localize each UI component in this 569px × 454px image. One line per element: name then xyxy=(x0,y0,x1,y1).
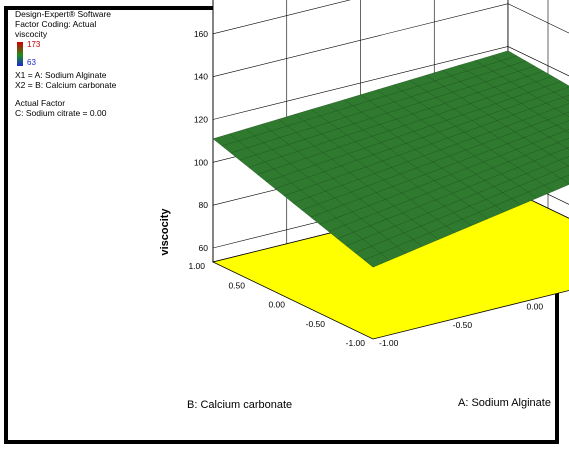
y-axis-title: B: Calcium carbonate xyxy=(187,399,292,411)
axis-ticks: 6080100120140160180-1.00-0.500.000.501.0… xyxy=(188,29,544,348)
x-axis-title: A: Sodium Alginate xyxy=(458,397,551,409)
wall-grid-line xyxy=(212,46,569,120)
z-axis-title: viscocity xyxy=(159,208,171,256)
chart-info-panel: Design-Expert® Software Factor Coding: A… xyxy=(15,9,116,118)
z-tick-label: 160 xyxy=(194,29,208,39)
z-tick-label: 120 xyxy=(194,115,208,125)
z-tick-label: 60 xyxy=(199,243,209,253)
response-label: viscocity xyxy=(15,29,48,39)
factor-coding-label: Factor Coding: Actual xyxy=(15,19,97,29)
y-tick-label: 0.50 xyxy=(228,280,245,290)
x1-factor-label: X1 = A: Sodium Alginate xyxy=(15,70,107,80)
surface-cell xyxy=(363,252,390,268)
z-tick-label: 80 xyxy=(199,200,209,210)
y-tick-label: -0.50 xyxy=(306,319,326,329)
x-tick-label: -1.00 xyxy=(379,338,399,348)
wall-grid-line xyxy=(212,0,351,35)
x-tick-label: -0.50 xyxy=(453,320,473,330)
wall-grid-line xyxy=(212,3,569,77)
actual-factor-title: Actual Factor xyxy=(15,98,66,108)
legend-min-value: 63 xyxy=(27,58,36,67)
legend-max-value: 173 xyxy=(27,40,41,49)
y-tick-label: 0.00 xyxy=(268,300,285,310)
software-label: Design-Expert® Software xyxy=(15,9,112,19)
x-tick-label: 0.00 xyxy=(527,302,544,312)
response-surface xyxy=(212,50,569,268)
y-tick-label: -1.00 xyxy=(346,338,366,348)
color-scale-bar xyxy=(17,42,23,66)
x2-factor-label: X2 = B: Calcium carbonate xyxy=(15,80,117,90)
surface-cell xyxy=(566,147,569,150)
actual-factor-value: C: Sodium citrate = 0.00 xyxy=(15,108,107,118)
color-legend: 173 63 xyxy=(15,40,116,68)
z-tick-label: 100 xyxy=(194,157,208,167)
z-tick-label: 140 xyxy=(194,72,208,82)
y-tick-label: 1.00 xyxy=(188,261,205,271)
